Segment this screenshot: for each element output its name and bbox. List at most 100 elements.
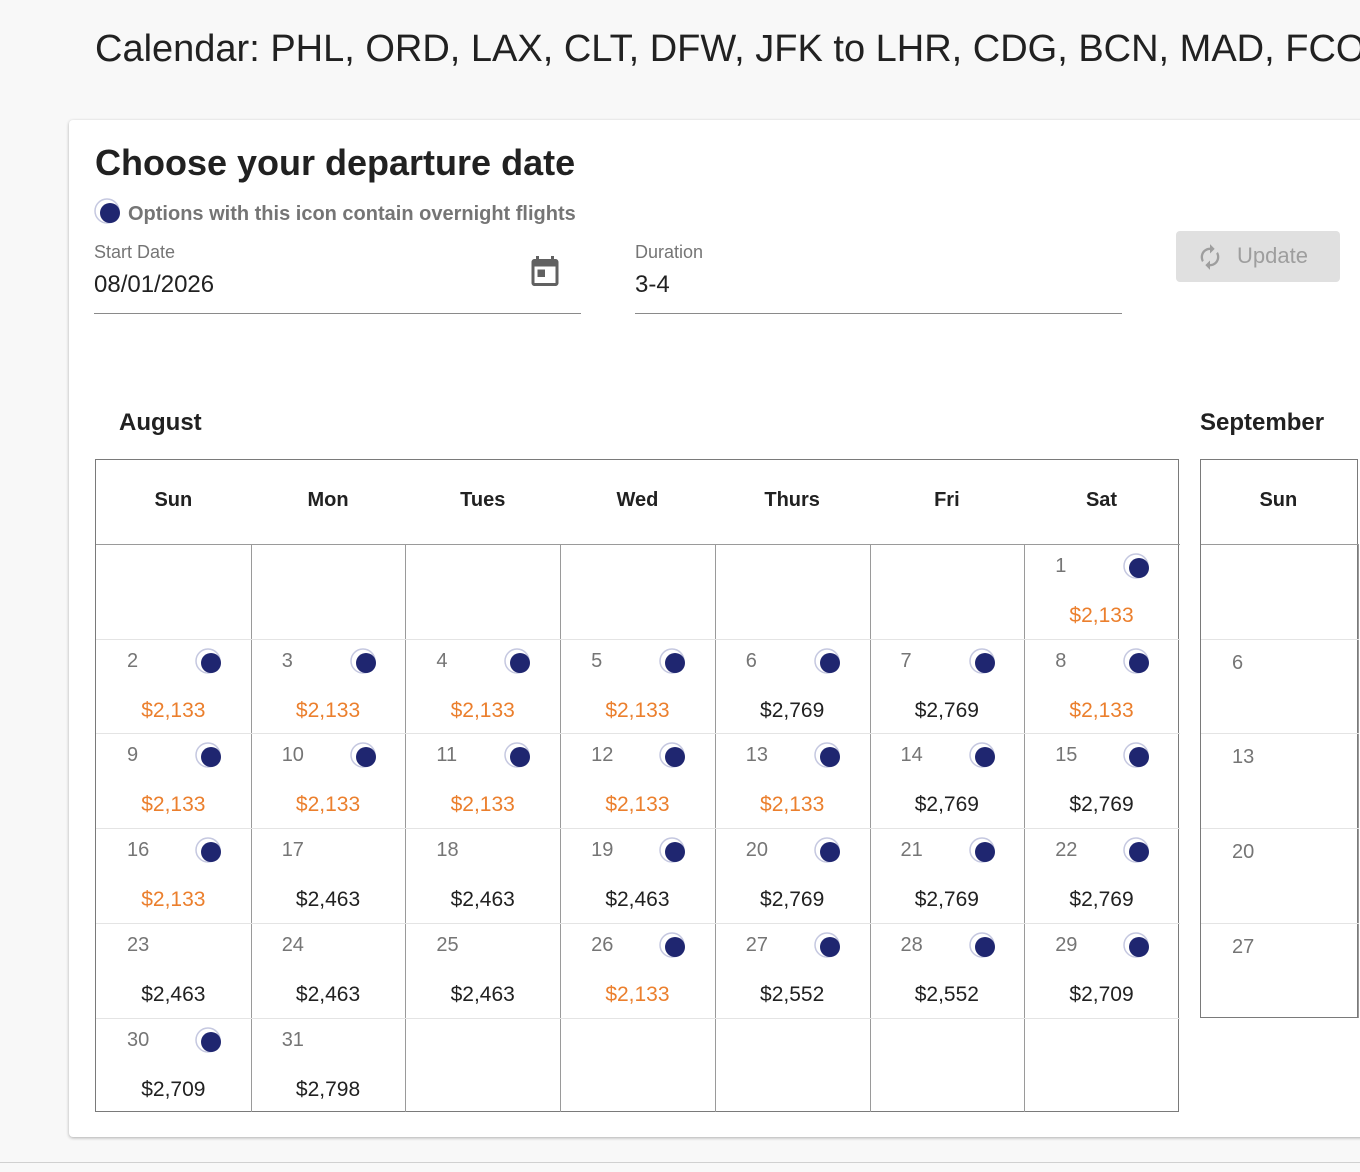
day-price: $2,133 (141, 793, 206, 817)
day-number: 29 (1055, 933, 1078, 956)
day-number: 14 (900, 744, 923, 767)
day-number: 16 (127, 839, 150, 862)
day-number: 12 (591, 744, 614, 767)
overnight-icon (659, 932, 686, 958)
day-price: $2,463 (450, 982, 515, 1006)
day-cell[interactable]: 29 $2,709 (1024, 923, 1179, 1018)
day-cell[interactable]: 8 $2,133 (1024, 639, 1179, 734)
refresh-icon (1200, 244, 1220, 270)
day-cell[interactable]: 21 $2,769 (870, 828, 1025, 923)
day-cell[interactable]: 25 $2,463 (405, 923, 560, 1018)
day-price: $2,709 (141, 1077, 206, 1101)
day-cell[interactable]: 9 $2,133 (96, 733, 251, 828)
day-cell[interactable]: 6 $2,769 (715, 639, 870, 734)
duration-label: Duration (635, 242, 704, 262)
duration-input[interactable]: 3-4 (635, 271, 670, 298)
day-cell[interactable]: 18 $2,463 (405, 828, 560, 923)
row-line (1201, 828, 1359, 830)
update-label: Update (1237, 243, 1308, 268)
day-number: 28 (900, 933, 923, 956)
day-cell[interactable]: 7 $2,769 (870, 639, 1025, 734)
day-price: $2,133 (1069, 698, 1134, 722)
day-cell[interactable]: 6 (1201, 639, 1356, 734)
day-cell[interactable]: 26 $2,133 (560, 923, 715, 1018)
day-price: $2,133 (141, 888, 206, 912)
day-price: $2,133 (760, 793, 825, 817)
day-number: 15 (1055, 744, 1078, 767)
day-cell[interactable]: 12 $2,133 (560, 733, 715, 828)
day-cell[interactable]: 27 (1201, 923, 1356, 1018)
overnight-icon (814, 932, 840, 958)
row-line (1201, 544, 1359, 545)
row-line (1201, 638, 1359, 640)
weekday-header: Wed (616, 489, 659, 511)
day-price: $2,133 (295, 793, 361, 817)
day-cell[interactable]: 13 (1201, 733, 1356, 828)
day-cell[interactable]: 23 $2,463 (96, 923, 251, 1018)
day-number: 22 (1055, 839, 1078, 862)
day-number: 25 (436, 933, 459, 956)
row-line (1201, 733, 1359, 735)
day-cell[interactable]: 22 $2,769 (1024, 828, 1179, 923)
day-cell[interactable]: 28 $2,552 (870, 923, 1025, 1018)
day-cell[interactable]: 13 $2,133 (715, 733, 870, 828)
day-number: 24 (281, 933, 304, 956)
calendar-table: Sun Mon Tues Wed Thurs Fri Sat 1 $2,133 2 $2,133 3 $… (95, 459, 1180, 1113)
day-price: $2,133 (1069, 604, 1134, 627)
day-number: 2 (127, 649, 139, 672)
day-price: $2,552 (914, 982, 979, 1006)
day-price: $2,798 (295, 1077, 361, 1101)
day-cell[interactable]: 10 $2,133 (251, 733, 406, 828)
day-price: $2,769 (914, 793, 979, 817)
duration-underline (635, 313, 1122, 314)
day-cell[interactable]: 5 $2,133 (560, 639, 715, 734)
day-number: 13 (1232, 746, 1255, 769)
overnight-icon (814, 837, 840, 863)
day-cell[interactable]: 11 $2,133 (405, 733, 560, 828)
day-cell[interactable]: 19 $2,463 (560, 828, 715, 923)
day-price: $2,133 (450, 793, 515, 817)
day-cell[interactable]: 3 $2,133 (251, 639, 406, 734)
row-line (96, 544, 1180, 545)
day-number: 11 (436, 744, 458, 767)
overnight-icon (968, 932, 995, 958)
day-cell[interactable]: 15 $2,769 (1024, 733, 1179, 828)
column-line (1357, 544, 1359, 1018)
day-number: 17 (281, 839, 304, 862)
day-number: 7 (900, 649, 912, 672)
calendar-icon[interactable] (527, 253, 563, 289)
overnight-icon (195, 647, 221, 674)
row-line (96, 733, 1180, 735)
day-price: $2,552 (760, 982, 825, 1006)
day-cell[interactable]: 17 $2,463 (251, 828, 406, 923)
start-date-input[interactable]: 08/01/2026 (94, 271, 215, 298)
update-button[interactable]: Update (1176, 231, 1340, 282)
day-cell[interactable]: 20 $2,769 (715, 828, 870, 923)
day-price: $2,133 (295, 698, 361, 722)
day-cell[interactable]: 4 $2,133 (405, 639, 560, 734)
card-heading: Choose your departure date (95, 142, 576, 183)
day-number: 6 (745, 649, 757, 672)
day-cell[interactable]: 14 $2,769 (870, 733, 1025, 828)
day-number: 26 (591, 933, 614, 956)
month-name: September (1200, 409, 1325, 436)
day-price: $2,133 (605, 793, 670, 817)
day-number: 31 (281, 1028, 304, 1051)
overnight-icon (1123, 647, 1150, 674)
page-footer-line (0, 1162, 1360, 1163)
overnight-icon (659, 837, 686, 863)
day-cell[interactable]: 30 $2,709 (96, 1018, 251, 1113)
weekday-header: Thurs (764, 489, 820, 511)
day-cell[interactable]: 20 (1201, 828, 1356, 923)
day-cell[interactable]: 24 $2,463 (251, 923, 406, 1018)
day-cell[interactable]: 1 $2,133 (1024, 544, 1179, 639)
day-cell[interactable]: 2 $2,133 (96, 639, 251, 734)
row-line (96, 922, 1180, 924)
day-number: 23 (127, 933, 150, 956)
day-cell[interactable]: 31 $2,798 (251, 1018, 406, 1113)
day-cell[interactable]: 16 $2,133 (96, 828, 251, 923)
day-cell[interactable]: 27 $2,552 (715, 923, 870, 1018)
weekday-header: Sat (1085, 489, 1118, 511)
row-line (96, 828, 1180, 830)
